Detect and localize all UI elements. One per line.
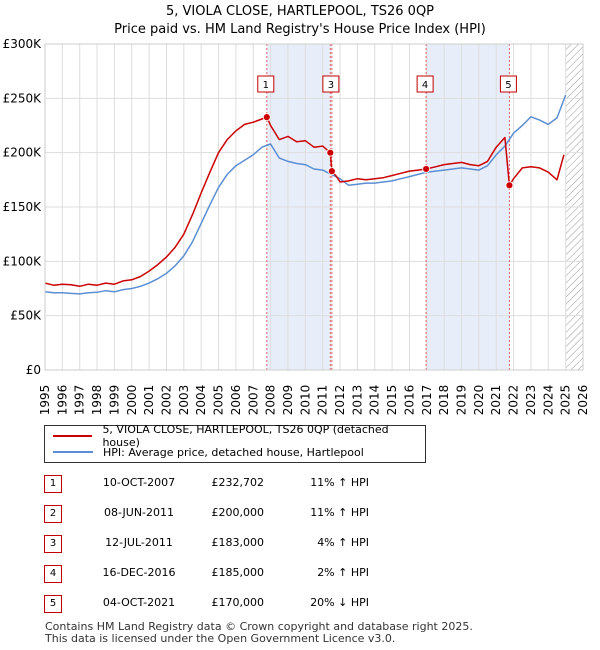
- chart-title: 5, VIOLA CLOSE, HARTLEPOOL, TS26 0QP: [165, 4, 435, 19]
- sale-marker-label: 5: [505, 80, 511, 91]
- x-tick-label: 2017: [420, 385, 434, 416]
- row-price: £232,702: [211, 476, 265, 489]
- row-date: 04-OCT-2021: [102, 596, 176, 609]
- row-number-badge: 3: [44, 535, 62, 553]
- y-tick-label: £200K: [3, 146, 43, 160]
- series-line-hpi: [45, 94, 567, 295]
- row-price: £183,000: [211, 536, 265, 549]
- y-tick-label: £0: [26, 363, 41, 377]
- x-tick-label: 2007: [246, 385, 260, 416]
- row-date: 10-OCT-2007: [102, 476, 176, 489]
- x-tick-label: 2025: [559, 385, 573, 416]
- x-tick-label: 1998: [90, 385, 104, 416]
- y-tick-label: £250K: [3, 91, 43, 105]
- x-tick-label: 2021: [489, 385, 503, 416]
- sale-point: [505, 181, 514, 190]
- x-tick-label: 1995: [38, 385, 52, 416]
- sale-point: [326, 148, 335, 157]
- row-hpi: 2% ↑ HPI: [317, 566, 369, 579]
- row-price: £200,000: [211, 506, 265, 519]
- legend-swatch-hpi: [53, 451, 93, 453]
- row-number-badge: 1: [44, 475, 62, 493]
- x-tick-label: 2004: [194, 385, 208, 416]
- sale-point: [262, 113, 271, 122]
- row-date: 16-DEC-2016: [102, 566, 176, 579]
- row-hpi: 4% ↑ HPI: [317, 536, 369, 549]
- series-group: [45, 94, 567, 295]
- row-number-badge: 2: [44, 505, 62, 523]
- x-tick-label: 2000: [125, 385, 139, 416]
- sale-marker-label: 4: [422, 80, 428, 91]
- legend-item-hpi: HPI: Average price, detached house, Hart…: [53, 444, 364, 460]
- sale-marker-label: 1: [263, 80, 269, 91]
- chart-legend: 5, VIOLA CLOSE, HARTLEPOOL, TS26 0QP (de…: [44, 423, 426, 463]
- plot-frame: [44, 43, 584, 371]
- x-tick-label: 2013: [350, 385, 364, 416]
- x-tick-label: 1997: [73, 385, 87, 416]
- y-tick-label: £50K: [10, 309, 42, 323]
- y-tick-label: £150K: [3, 200, 43, 214]
- x-tick-label: 2009: [281, 385, 295, 416]
- x-tick-label: 2002: [159, 385, 173, 416]
- x-tick-label: 2018: [437, 385, 451, 416]
- x-tick-label: 2001: [142, 385, 156, 416]
- legend-label-property: 5, VIOLA CLOSE, HARTLEPOOL, TS26 0QP (de…: [102, 423, 389, 449]
- x-tick-label: 2024: [541, 385, 555, 416]
- legend-label-hpi: HPI: Average price, detached house, Hart…: [103, 445, 364, 459]
- x-tick-label: 1999: [107, 385, 121, 416]
- row-number-badge: 5: [44, 595, 62, 613]
- sale-point: [422, 165, 431, 173]
- row-hpi: 11% ↑ HPI: [310, 506, 369, 519]
- x-tick-label: 2026: [576, 385, 590, 416]
- row-date: 08-JUN-2011: [103, 506, 175, 519]
- x-tick-label: 2016: [402, 385, 416, 416]
- x-tick-label: 2010: [298, 385, 312, 416]
- row-price: £185,000: [211, 566, 265, 579]
- footer-license: This data is licensed under the Open Gov…: [45, 632, 396, 645]
- x-tick-label: 1996: [55, 385, 69, 416]
- legend-item-property: 5, VIOLA CLOSE, HARTLEPOOL, TS26 0QP (de…: [53, 423, 425, 449]
- sale-marker-box: [416, 75, 434, 93]
- x-tick-label: 2006: [229, 385, 243, 416]
- row-hpi: 11% ↑ HPI: [310, 476, 369, 489]
- chart-subtitle: Price paid vs. HM Land Registry's House …: [114, 22, 486, 37]
- y-tick-label: £100K: [3, 254, 43, 268]
- row-date: 12-JUL-2011: [105, 536, 173, 549]
- x-tick-label: 2005: [212, 385, 226, 416]
- x-tick-label: 2003: [177, 385, 191, 416]
- series-line-property: [45, 116, 565, 288]
- footer-copyright: Contains HM Land Registry data © Crown c…: [45, 620, 473, 633]
- x-tick-label: 2022: [507, 385, 521, 416]
- legend-swatch-property: [53, 435, 93, 437]
- x-tick-label: 2019: [455, 385, 469, 416]
- y-tick-label: £300K: [3, 37, 43, 51]
- x-tick-label: 2020: [472, 385, 486, 416]
- sale-marker-label: 3: [328, 80, 334, 91]
- x-tick-label: 2012: [333, 385, 347, 416]
- x-tick-label: 2014: [368, 385, 382, 416]
- sale-marker-box: [499, 75, 517, 93]
- x-tick-label: 2011: [316, 385, 330, 416]
- x-tick-label: 2023: [524, 385, 538, 416]
- row-number-badge: 4: [44, 565, 62, 583]
- sale-point: [327, 167, 336, 176]
- sale-marker-box: [322, 75, 340, 93]
- x-tick-label: 2015: [385, 385, 399, 416]
- row-hpi: 20% ↓ HPI: [310, 596, 369, 609]
- sale-marker-box: [257, 75, 275, 93]
- x-tick-label: 2008: [264, 385, 278, 416]
- row-price: £170,000: [211, 596, 265, 609]
